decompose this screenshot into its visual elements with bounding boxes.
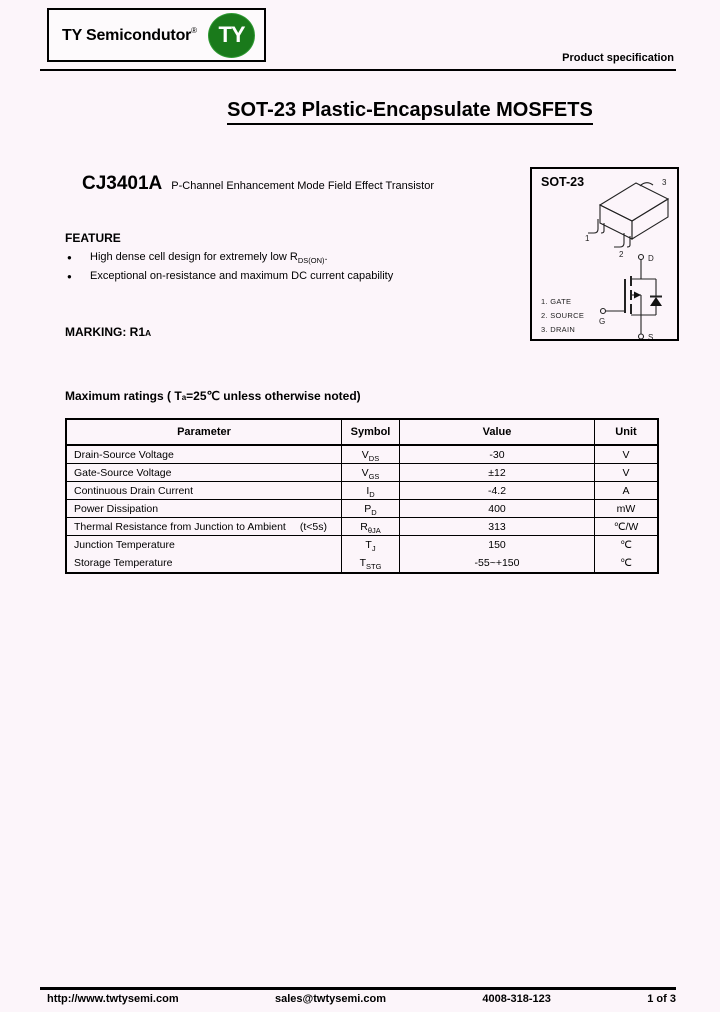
feature-item-text: Exceptional on-resistance and maximum DC… — [90, 270, 394, 282]
parameter-cell: Power Dissipation — [67, 500, 342, 518]
footer-email: sales@twtysemi.com — [274, 993, 386, 1005]
value-cell: 400 — [400, 500, 595, 518]
marking-sub: A — [145, 328, 152, 338]
parameter-cell: Continuous Drain Current — [67, 482, 342, 500]
bullet-icon: ● — [67, 253, 72, 262]
page-title: SOT-23 Plastic-Encapsulate MOSFETS — [100, 99, 720, 125]
table-row: Thermal Resistance from Junction to Ambi… — [67, 518, 657, 536]
symbol-cell: TSTG — [342, 554, 400, 572]
part-row: CJ3401A P-Channel Enhancement Mode Field… — [82, 173, 434, 195]
logo-badge: TY — [208, 12, 255, 58]
ratings-heading-sub: a — [181, 393, 187, 402]
column-header-value: Value — [400, 420, 595, 446]
parameter-cell: Drain-Source Voltage — [67, 446, 342, 464]
pin3-number: 3 — [662, 178, 667, 187]
feature-item: ● Exceptional on-resistance and maximum D… — [67, 267, 547, 286]
symbol-cell: VGS — [342, 464, 400, 482]
pin1-number: 1 — [585, 234, 590, 243]
body-diode-icon — [650, 297, 662, 306]
feature-heading: FEATURE — [65, 231, 121, 245]
sot23-package-drawing: 3 1 2 — [585, 178, 670, 259]
header-rule — [40, 69, 676, 71]
schematic-gate-label: G — [599, 317, 605, 326]
unit-cell: mW — [595, 500, 657, 518]
column-header-parameter: Parameter — [67, 420, 342, 446]
parameter-note: (t<5s) — [299, 520, 327, 533]
unit-cell: ℃ — [620, 539, 632, 551]
product-spec-label: Product specification — [562, 52, 674, 64]
parameter-cell: Storage Temperature — [67, 554, 342, 572]
parameter-cell: Gate-Source Voltage — [67, 464, 342, 482]
part-description: P-Channel Enhancement Mode Field Effect … — [171, 180, 434, 192]
marking-line: MARKING: R1A — [65, 325, 152, 339]
unit-cell: A — [595, 482, 657, 500]
value-cell: ±12 — [400, 464, 595, 482]
table-header-row: Parameter Symbol Value Unit — [67, 420, 657, 446]
pin-legend-drain: 3. DRAIN — [541, 325, 576, 334]
symbol-cell: RθJA — [342, 518, 400, 536]
unit-cell: V — [595, 464, 657, 482]
pin3-lead — [639, 182, 654, 187]
ratings-table-wrap: Parameter Symbol Value Unit Drain-Source… — [65, 418, 659, 574]
table-row: Junction Temperature TJ 150 ℃ — [67, 536, 657, 554]
bullet-icon: ● — [67, 272, 72, 281]
table-row: Continuous Drain Current ID -4.2 A — [67, 482, 657, 500]
value-cell: 313 — [400, 518, 595, 536]
footer-website: http://www.twtysemi.com — [47, 993, 179, 1005]
part-number: CJ3401A — [82, 173, 163, 194]
pin1-lead — [588, 219, 599, 234]
ratings-table: Parameter Symbol Value Unit Drain-Source… — [65, 418, 659, 574]
logo-company-name: TY Semicondutor — [62, 26, 192, 44]
value-cell: -30 — [400, 446, 595, 464]
symbol-cell: VDS — [342, 446, 400, 464]
pin-legend: 1. GATE 2. SOURCE 3. DRAIN — [541, 295, 584, 337]
footer-phone: 4008-318-123 — [482, 993, 551, 1005]
value-cell: -4.2 — [400, 482, 595, 500]
pin-legend-source: 2. SOURCE — [541, 311, 585, 320]
symbol-cell: PD — [342, 500, 400, 518]
value-cell: -55~+150 — [400, 554, 595, 572]
registered-mark: ® — [191, 25, 197, 35]
table-row: Gate-Source Voltage VGS ±12 V — [67, 464, 657, 482]
unit-cell: V — [595, 446, 657, 464]
table-row: Storage Temperature TSTG -55~+150 ℃ — [67, 554, 657, 572]
package-box: SOT-23 3 1 2 1. GATE 2. SOURCE 3. DRAIN … — [530, 167, 679, 341]
channel-arrow-icon — [634, 291, 641, 299]
table-row: Power Dissipation PD 400 mW — [67, 500, 657, 518]
unit-cell: ℃ — [620, 557, 632, 569]
pin2-number: 2 — [619, 250, 624, 259]
parameter-cell: Junction Temperature — [67, 536, 342, 554]
value-cell: 150 — [400, 536, 595, 554]
symbol-cell: ID — [342, 482, 400, 500]
feature-item: ● High dense cell design for extremely lo… — [67, 248, 547, 267]
footer: http://www.twtysemi.com sales@twtysemi.c… — [47, 993, 676, 1005]
column-header-symbol: Symbol — [342, 420, 400, 446]
symbol-cell: TJ — [342, 536, 400, 554]
mosfet-schematic: D G S — [599, 253, 662, 341]
company-logo: TY Semicondutor® TY — [47, 8, 266, 62]
unit-cell: ℃/W — [595, 518, 657, 536]
schematic-source-label: S — [648, 333, 653, 341]
feature-list: ● High dense cell design for extremely lo… — [67, 248, 547, 286]
ratings-heading: Maximum ratings ( Ta=25℃ unless otherwis… — [65, 389, 361, 403]
table-row: Drain-Source Voltage VDS -30 V — [67, 446, 657, 464]
footer-rule — [40, 987, 676, 990]
ratings-tbody: Drain-Source Voltage VDS -30 V Gate-Source V… — [67, 446, 657, 572]
logo-text: TY Semicondutor® — [62, 26, 197, 45]
pin-legend-gate: 1. GATE — [541, 297, 572, 306]
pin2-lead — [614, 233, 625, 248]
feature-item-text: High dense cell design for extremely low… — [90, 251, 328, 266]
package-title: SOT-23 — [541, 175, 585, 189]
column-header-unit: Unit — [595, 420, 657, 446]
parameter-cell: Thermal Resistance from Junction to Ambi… — [67, 518, 342, 536]
schematic-drain-label: D — [648, 254, 654, 263]
footer-page-indicator: 1 of 3 — [647, 993, 676, 1005]
